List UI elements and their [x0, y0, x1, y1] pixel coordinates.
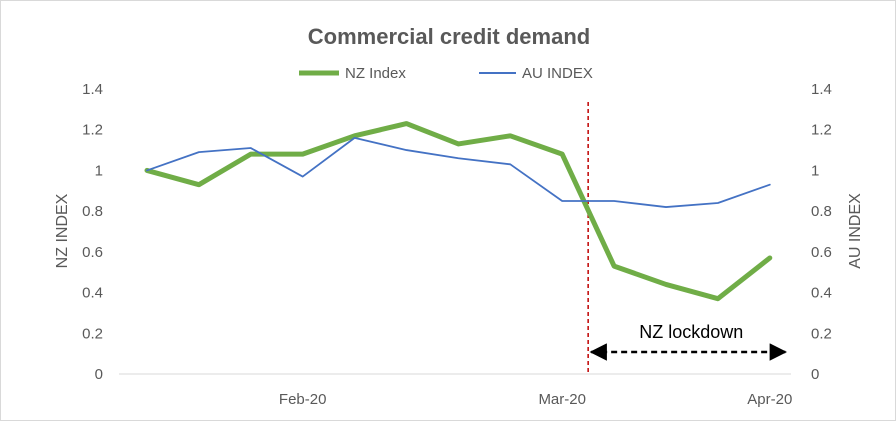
lockdown-label: NZ lockdown — [639, 322, 743, 342]
right-axis-tick-label: 0 — [811, 366, 819, 383]
left-axis-ticks: 0 0.2 0.4 0.6 0.8 1 1.2 1.4 — [82, 81, 103, 383]
x-axis-ticks: Feb-20 Mar-20 Apr-20 — [279, 391, 792, 408]
series-line-nz-index — [144, 121, 773, 302]
legend-label-au-index: AU INDEX — [522, 65, 593, 82]
left-axis-tick-label: 1.4 — [82, 81, 103, 98]
right-axis-ticks: 0 0.2 0.4 0.6 0.8 1 1.2 1.4 — [811, 81, 832, 383]
left-axis-tick-label: 1.2 — [82, 122, 103, 139]
x-axis-tick-label: Mar-20 — [538, 391, 586, 408]
legend: NZ Index AU INDEX — [299, 65, 593, 82]
right-axis-title: AU INDEX — [847, 193, 864, 269]
left-axis-tick-label: 0.2 — [82, 325, 103, 342]
right-axis-tick-label: 1.2 — [811, 122, 832, 139]
left-axis-title: NZ INDEX — [54, 193, 71, 268]
right-axis-tick-label: 0.6 — [811, 244, 832, 261]
right-axis-tick-label: 0.2 — [811, 325, 832, 342]
chart-title: Commercial credit demand — [308, 24, 590, 49]
right-axis-tick-label: 0.4 — [811, 285, 832, 302]
right-axis-tick-label: 0.8 — [811, 203, 832, 220]
left-axis-tick-label: 0 — [95, 366, 103, 383]
left-axis-tick-label: 1 — [95, 162, 103, 179]
right-axis-tick-label: 1 — [811, 162, 819, 179]
series-layer — [144, 121, 773, 302]
x-axis-tick-label: Apr-20 — [747, 391, 792, 408]
left-axis-tick-label: 0.4 — [82, 285, 103, 302]
legend-label-nz-index: NZ Index — [345, 65, 406, 82]
left-axis-tick-label: 0.6 — [82, 244, 103, 261]
x-axis-tick-label: Feb-20 — [279, 391, 327, 408]
right-axis-tick-label: 1.4 — [811, 81, 832, 98]
series-line-au-index — [146, 136, 771, 208]
left-axis-tick-label: 0.8 — [82, 203, 103, 220]
